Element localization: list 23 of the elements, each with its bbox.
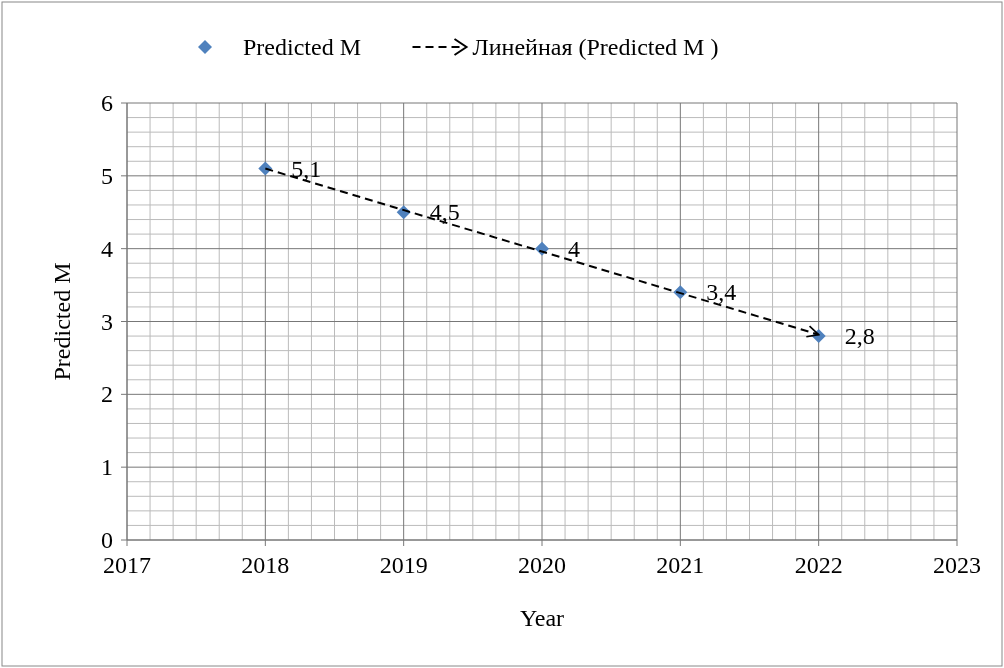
x-tick-label: 2018: [241, 552, 290, 578]
x-tick-label: 2023: [933, 552, 981, 578]
x-tick-label: 2021: [656, 552, 705, 578]
data-label: 5,1: [291, 155, 322, 182]
y-tick-label: 0: [101, 527, 113, 553]
y-tick-label: 1: [101, 454, 113, 481]
data-label: 2,8: [844, 323, 875, 350]
x-tick-label: 2022: [794, 552, 843, 578]
x-tick-label: 2020: [518, 552, 566, 578]
y-tick-label: 6: [101, 90, 113, 116]
y-axis-title: Predicted M: [49, 262, 75, 381]
x-tick-label: 2019: [379, 552, 428, 578]
y-tick-label: 3: [101, 308, 113, 335]
data-label: 4: [568, 235, 580, 262]
data-label: 4,5: [429, 199, 460, 226]
y-tick-label: 4: [101, 235, 113, 262]
x-axis-title: Year: [519, 605, 565, 631]
data-label: 3,4: [706, 279, 737, 306]
x-tick-label: 2017: [103, 552, 151, 578]
y-tick-label: 2: [101, 381, 113, 408]
legend-label: Predicted M: [243, 34, 361, 60]
legend-label: Линейная (Predicted M ): [472, 34, 719, 60]
y-tick-label: 5: [101, 162, 113, 189]
